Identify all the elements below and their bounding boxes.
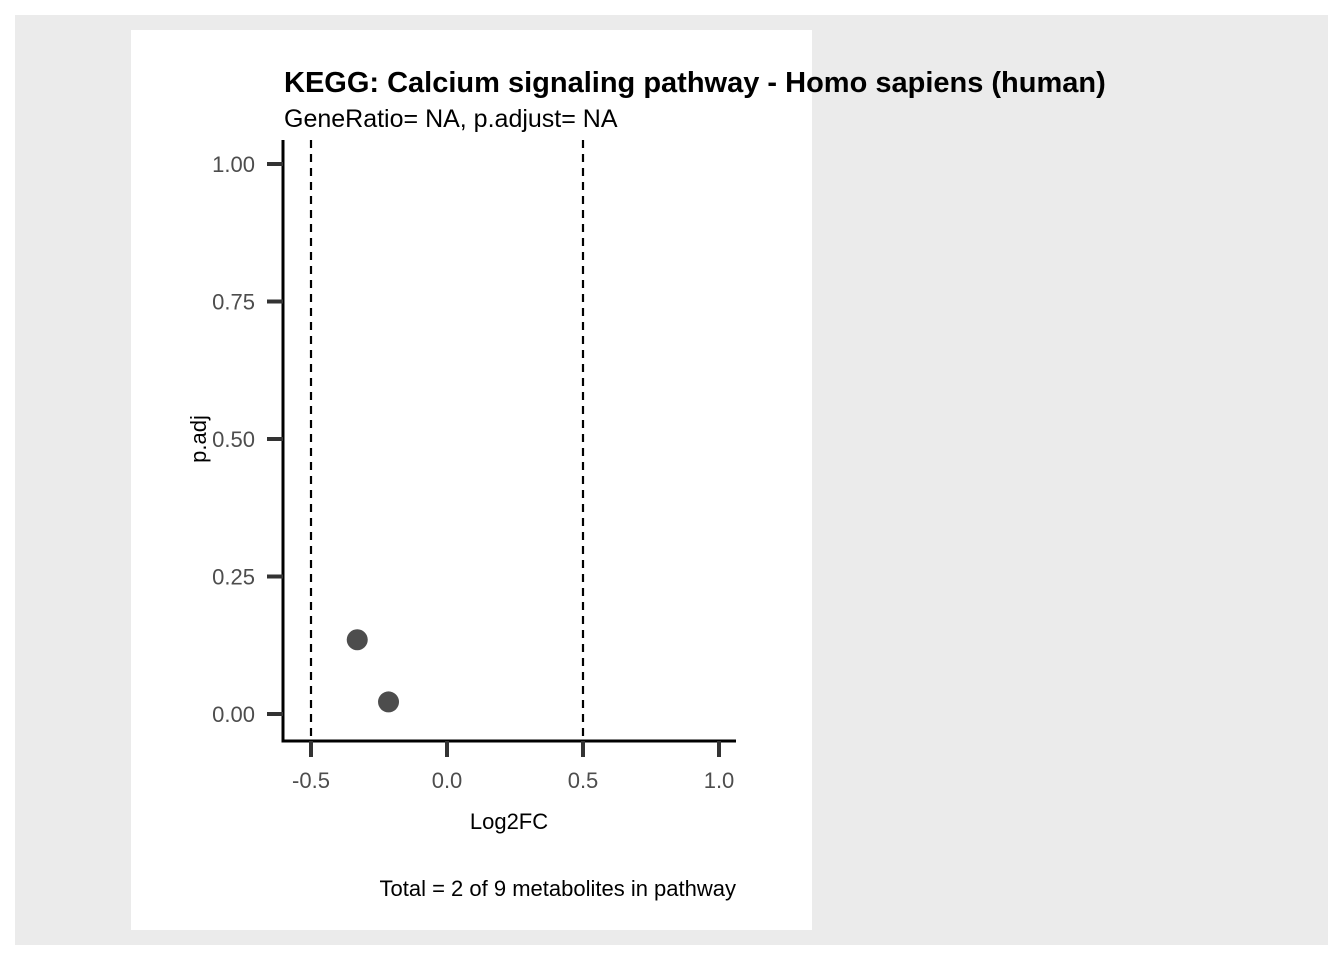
axes: [281, 140, 736, 743]
x-tick-label-3: 1.0: [704, 768, 735, 793]
x-axis-title: Log2FC: [470, 809, 548, 834]
data-points: [346, 629, 400, 713]
threshold-lines: [309, 140, 585, 741]
chart-subtitle: GeneRatio= NA, p.adjust= NA: [284, 105, 618, 133]
y-tick-label-3: 0.75: [212, 290, 255, 315]
chart-caption: Total = 2 of 9 metabolites in pathway: [380, 876, 737, 901]
x-tick-label-1: 0.0: [432, 768, 463, 793]
data-point-1: [378, 691, 400, 713]
y-tick-label-1: 0.25: [212, 565, 255, 590]
ticks: 0.00 0.25 0.50 0.75 1.00 -0.5 0.0 0.5 1.0: [212, 152, 734, 793]
y-tick-label-0: 0.00: [212, 702, 255, 727]
data-point-0: [346, 629, 368, 651]
x-tick-label-2: 0.5: [568, 768, 599, 793]
chart-title: KEGG: Calcium signaling pathway - Homo s…: [284, 67, 1106, 99]
y-tick-label-2: 0.50: [212, 427, 255, 452]
plot-panel: [131, 30, 812, 930]
y-axis-title: p.adj: [186, 415, 211, 463]
x-tick-label-0: -0.5: [292, 768, 330, 793]
y-tick-label-4: 1.00: [212, 152, 255, 177]
